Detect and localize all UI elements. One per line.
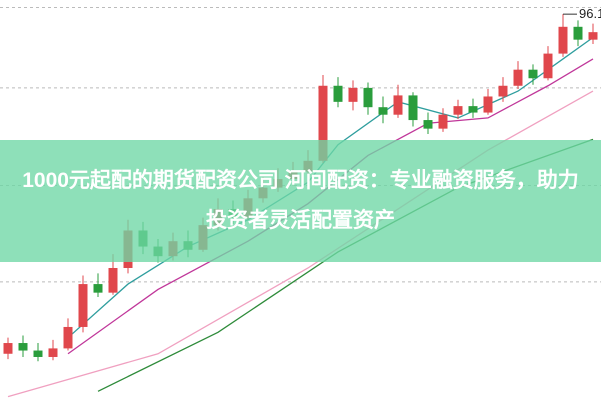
candle-body — [588, 32, 598, 40]
title-banner — [0, 140, 601, 262]
candle-body — [393, 95, 403, 115]
candle-body — [453, 106, 463, 115]
candle-body — [528, 69, 538, 79]
candle-body — [78, 284, 88, 327]
candle-body — [438, 114, 448, 129]
candle-body — [408, 95, 418, 121]
candle-body — [63, 326, 73, 349]
candle-body — [543, 53, 553, 79]
candle-body — [423, 120, 433, 129]
candle-body — [483, 96, 493, 113]
chart-title: 1000元起配的期货配资公司 河间配资：专业融资服务，助力投资者灵活配置资产 — [22, 169, 579, 232]
candle-body — [363, 87, 373, 108]
candle-body — [318, 85, 328, 161]
candle-body — [3, 343, 13, 354]
candle-body — [513, 69, 523, 86]
candle-body — [333, 85, 343, 102]
candle-body — [48, 348, 58, 357]
candle-body — [93, 284, 103, 293]
candle-body — [33, 350, 43, 357]
candle-body — [498, 85, 508, 97]
candle-body — [18, 343, 28, 351]
candle-body — [108, 268, 118, 293]
candle-body — [378, 107, 388, 115]
candle-body — [348, 87, 358, 102]
candle-body — [468, 106, 478, 113]
candle-body — [558, 26, 568, 54]
candle-body — [573, 26, 583, 40]
annotation: 96.18 — [579, 6, 601, 21]
